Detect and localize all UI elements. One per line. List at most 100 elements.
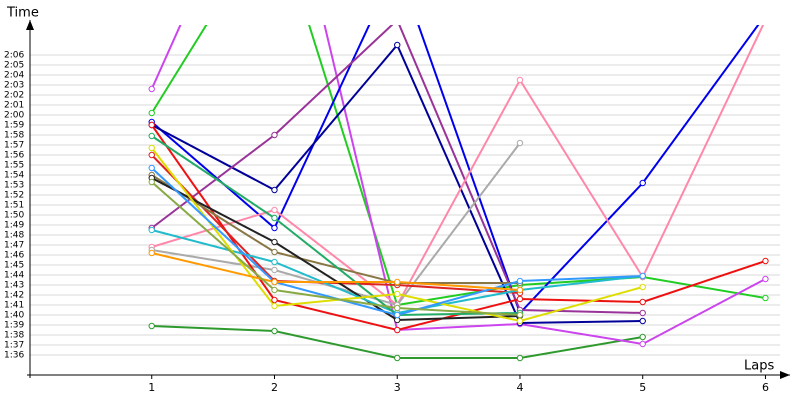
data-point xyxy=(394,41,401,49)
data-point xyxy=(271,238,278,246)
y-tick-label: 2:00 xyxy=(4,111,24,121)
data-point xyxy=(271,248,278,256)
y-tick-label: 2:03 xyxy=(4,81,24,91)
x-tick-label: 6 xyxy=(762,381,769,394)
data-point xyxy=(516,286,524,294)
series-line xyxy=(150,25,766,307)
y-tick-label: 2:04 xyxy=(4,71,24,81)
data-point xyxy=(762,257,769,265)
data-point xyxy=(148,322,155,330)
y-tick-label: 1:36 xyxy=(4,351,24,361)
data-point xyxy=(763,17,768,22)
data-point xyxy=(271,206,278,214)
data-point xyxy=(394,304,401,312)
y-tick-label: 2:05 xyxy=(4,61,24,71)
y-tick-label: 1:48 xyxy=(4,231,24,241)
data-point xyxy=(639,298,646,306)
y-tick-label: 1:51 xyxy=(4,201,24,211)
series-line xyxy=(151,25,643,314)
data-point xyxy=(516,295,524,303)
y-tick-label: 1:43 xyxy=(4,281,24,291)
data-point xyxy=(639,340,646,348)
y-tick-label: 2:02 xyxy=(4,91,24,101)
data-point xyxy=(516,76,524,84)
y-tick-label: 1:42 xyxy=(4,291,24,301)
data-point xyxy=(148,132,155,140)
data-point xyxy=(516,277,524,285)
plot-area xyxy=(148,12,769,362)
data-point xyxy=(639,309,646,317)
x-tick-label: 2 xyxy=(271,381,278,394)
data-point xyxy=(148,144,155,152)
y-tick-label: 2:01 xyxy=(4,101,24,111)
data-point xyxy=(271,131,278,139)
data-point xyxy=(271,296,278,304)
data-point xyxy=(516,139,524,147)
y-axis-title: Time xyxy=(6,6,39,21)
data-point xyxy=(394,311,401,319)
data-point xyxy=(148,178,155,186)
y-tick-label: 1:37 xyxy=(4,341,24,351)
x-axis-title: Laps xyxy=(744,359,774,374)
series-line xyxy=(151,135,520,317)
data-point xyxy=(148,249,155,257)
y-tick-label: 1:38 xyxy=(4,331,24,341)
x-axis-arrow xyxy=(780,371,790,379)
data-point xyxy=(271,266,278,274)
series-line xyxy=(151,181,521,316)
series-line xyxy=(151,25,760,315)
x-tick-label: 5 xyxy=(639,381,646,394)
data-point xyxy=(148,121,155,129)
data-point xyxy=(271,186,278,194)
data-point xyxy=(762,294,769,302)
y-tick-label: 1:50 xyxy=(4,211,24,221)
data-point xyxy=(271,278,278,286)
data-point xyxy=(394,278,401,286)
data-point xyxy=(148,85,155,93)
y-tick-label: 1:56 xyxy=(4,151,24,161)
data-point xyxy=(639,317,646,325)
y-tick-label: 1:49 xyxy=(4,221,24,231)
data-point xyxy=(271,258,278,266)
y-tick-label: 1:41 xyxy=(4,301,24,311)
data-point xyxy=(148,151,155,159)
y-tick-label: 1:39 xyxy=(4,321,24,331)
data-point xyxy=(394,326,401,334)
y-tick-label: 1:46 xyxy=(4,251,24,261)
data-point xyxy=(762,275,769,283)
data-point xyxy=(271,214,278,222)
data-point xyxy=(639,333,646,341)
y-tick-label: 1:44 xyxy=(4,271,24,281)
series-line xyxy=(151,252,521,291)
data-point xyxy=(148,109,155,117)
y-tick-label: 1:40 xyxy=(4,311,24,321)
series-line xyxy=(150,25,766,346)
data-point xyxy=(394,290,401,298)
data-point xyxy=(516,311,524,319)
data-point xyxy=(148,164,155,172)
data-point xyxy=(395,17,400,22)
data-point xyxy=(763,12,768,17)
data-point xyxy=(271,286,278,294)
data-point xyxy=(394,354,401,362)
data-point xyxy=(639,179,646,187)
series-line xyxy=(150,124,766,332)
series-line xyxy=(151,25,765,307)
data-point xyxy=(271,224,278,232)
y-tick-label: 1:59 xyxy=(4,121,24,131)
grid xyxy=(30,54,780,356)
series-line xyxy=(151,154,521,294)
y-tick-label: 1:55 xyxy=(4,161,24,171)
data-point xyxy=(516,354,524,362)
data-point xyxy=(639,283,646,291)
y-axis-arrow xyxy=(26,20,34,30)
x-tick-label: 4 xyxy=(516,381,523,394)
y-tick-label: 1:45 xyxy=(4,261,24,271)
data-point xyxy=(271,302,278,310)
data-point xyxy=(639,272,646,280)
x-tick-label: 3 xyxy=(394,381,401,394)
y-tick-label: 1:58 xyxy=(4,131,24,141)
y-tick-label: 2:06 xyxy=(4,51,24,61)
data-point xyxy=(271,327,278,335)
